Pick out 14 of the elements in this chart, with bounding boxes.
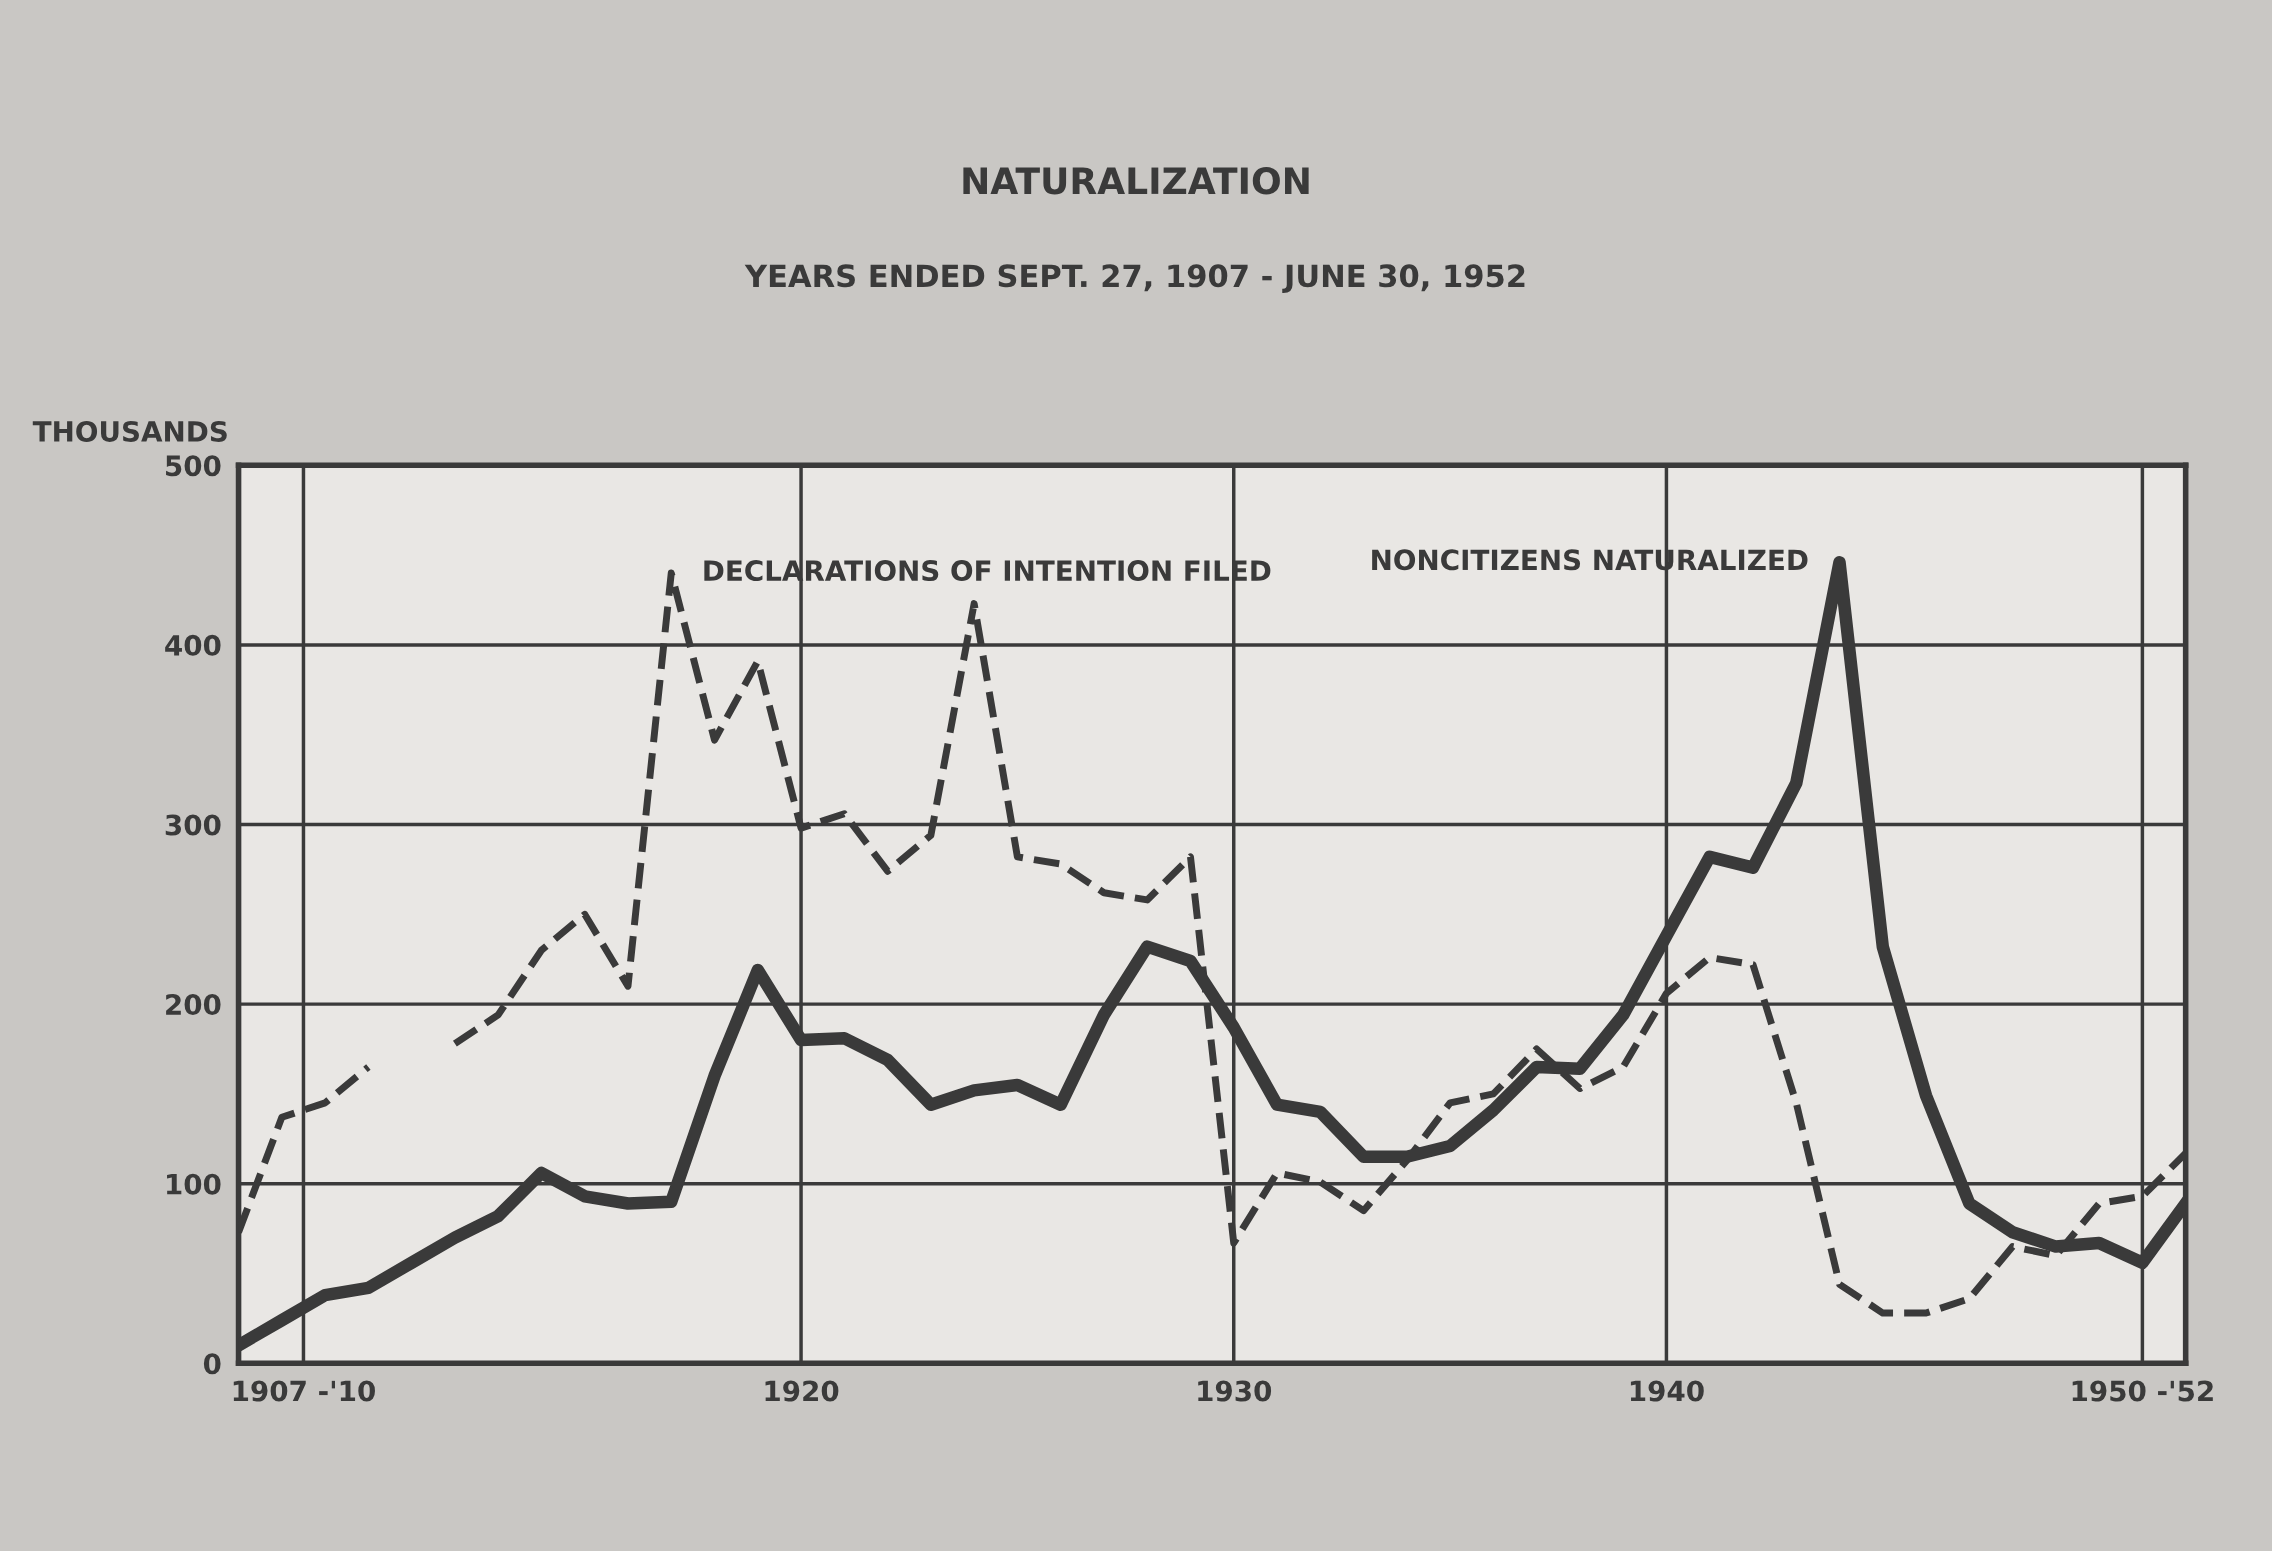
x-tick-label: 1940 bbox=[1630, 1380, 1704, 1402]
chart-title: NATURALIZATION bbox=[963, 167, 1309, 195]
x-tick-label: 1930 bbox=[1198, 1380, 1272, 1402]
y-tick-label: 400 bbox=[165, 634, 221, 656]
y-tick-label: 100 bbox=[167, 1173, 221, 1195]
x-tick-label: 1920 bbox=[765, 1380, 839, 1402]
y-tick-label: 0 bbox=[203, 1353, 221, 1375]
y-tick-label: 200 bbox=[166, 994, 221, 1016]
chart-subtitle: YEARS ENDED SEPT. 27, 1907 - JUNE 30, 1952 bbox=[744, 264, 1525, 294]
x-tick-label: 1907 -'10 bbox=[233, 1380, 375, 1402]
y-axis-title: THOUSANDS bbox=[32, 420, 227, 442]
y-tick-label: 500 bbox=[166, 455, 221, 477]
x-tick-label: 1950 -'52 bbox=[2072, 1380, 2213, 1402]
y-tick-label: 300 bbox=[165, 814, 221, 836]
